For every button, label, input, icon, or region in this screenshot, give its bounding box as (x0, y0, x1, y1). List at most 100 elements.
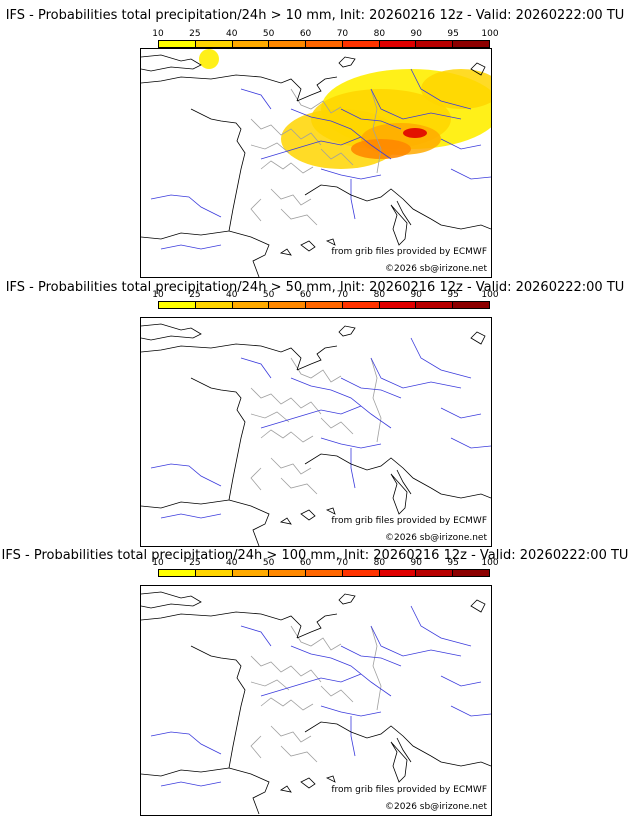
copyright-label: ©2026 sb@irizone.net (385, 264, 487, 274)
colorbar-swatch (306, 570, 343, 576)
colorbar-tick-label: 90 (410, 29, 422, 39)
river (240, 357, 272, 379)
coastline (296, 345, 338, 371)
admin-border (270, 188, 312, 206)
map-frame: from grib files provided by ECMWF ©2026 … (140, 317, 492, 547)
admin-border (260, 697, 314, 711)
colorbar-swatch (306, 302, 343, 308)
coastline (141, 54, 202, 72)
colorbar-tick-label: 70 (336, 290, 349, 300)
colorbar-tick-label: 60 (299, 558, 312, 568)
colorbar-swatch (269, 570, 307, 576)
admin-border (260, 160, 314, 174)
coastline (430, 218, 491, 230)
coastline (470, 599, 486, 613)
coastline (141, 323, 202, 341)
colorbar-tick-label: 90 (410, 558, 422, 568)
river (150, 463, 222, 487)
colorbar-swatch (269, 302, 307, 308)
river (290, 645, 392, 697)
admin-border (250, 198, 262, 222)
admin-border (250, 467, 262, 491)
colorbar-swatch (342, 41, 380, 47)
map-svg (141, 323, 491, 546)
colorbar-swatch (453, 570, 490, 576)
colorbar-strip (158, 40, 490, 48)
colorbar-swatch (379, 570, 417, 576)
coastline (304, 721, 432, 757)
colorbar: 10 25 40 50 60 70 80 90 95 100 (152, 290, 499, 309)
colorbar-tick-label: 25 (189, 29, 201, 39)
coastline (296, 76, 338, 102)
coastline (228, 499, 270, 546)
coastline (228, 767, 270, 815)
colorbar-tick-label: 50 (262, 558, 275, 568)
river (450, 437, 491, 449)
panel-title: IFS - Probabilities total precipitation/… (5, 8, 625, 23)
colorbar-swatch (416, 302, 454, 308)
river (240, 88, 272, 110)
coastline (304, 184, 432, 220)
coastline (338, 56, 356, 68)
coastline (470, 62, 486, 76)
colorbar-swatch (195, 41, 233, 47)
map-panel-50mm: IFS - Probabilities total precipitation/… (0, 280, 630, 556)
map-panel-100mm: IFS - Probabilities total precipitation/… (0, 548, 630, 824)
precip-probability-area (421, 69, 491, 109)
coastline (300, 777, 316, 789)
coastline (430, 487, 491, 499)
coastline (396, 737, 412, 763)
colorbar-swatch (416, 570, 454, 576)
coastline (396, 200, 412, 226)
river (260, 136, 362, 160)
colorbar-tick-label: 60 (299, 29, 312, 39)
river (290, 108, 392, 160)
colorbar-tick-label: 40 (226, 290, 238, 300)
colorbar-tick-label: 95 (447, 290, 459, 300)
colorbar-tick-label: 95 (447, 29, 459, 39)
coastline (141, 343, 302, 371)
river (160, 513, 222, 519)
map-svg (141, 49, 491, 277)
coastline (338, 325, 356, 337)
colorbar-tick-label: 10 (152, 29, 164, 39)
river (320, 168, 382, 180)
colorbar-swatch (159, 570, 196, 576)
coastline (228, 230, 270, 277)
colorbar-swatch (306, 41, 343, 47)
coastline (141, 230, 230, 240)
coastline (141, 74, 302, 102)
river (410, 68, 472, 110)
source-label: from grib files provided by ECMWF (331, 785, 487, 795)
colorbar-tick-label: 70 (336, 29, 349, 39)
coastline (304, 453, 432, 489)
river (260, 405, 362, 429)
coastline (190, 645, 246, 769)
colorbar-tick-label: 25 (189, 290, 201, 300)
admin-border (320, 417, 354, 435)
river (240, 625, 272, 647)
colorbar-swatch (159, 302, 196, 308)
map-frame: from grib files provided by ECMWF ©2026 … (140, 585, 492, 816)
panel-title: IFS - Probabilities total precipitation/… (1, 548, 629, 563)
coastline (190, 108, 246, 232)
colorbar-tick-label: 95 (447, 558, 459, 568)
admin-border (290, 88, 342, 114)
river (370, 625, 462, 657)
colorbar-swatch (453, 41, 490, 47)
coastline (296, 613, 338, 639)
colorbar-ticks: 10 25 40 50 60 70 80 90 95 100 (152, 558, 498, 569)
coastline (300, 509, 316, 521)
coastline (300, 240, 316, 252)
colorbar-tick-label: 100 (481, 29, 499, 39)
admin-border (250, 411, 290, 423)
colorbar-tick-label: 10 (152, 290, 164, 300)
precip-probability-area (199, 49, 219, 69)
colorbar-tick-label: 100 (481, 290, 499, 300)
admin-border (250, 387, 322, 415)
river (320, 437, 382, 449)
colorbar-ticks: 10 25 40 50 60 70 80 90 95 100 (152, 29, 498, 40)
precip-probability-area (403, 128, 427, 138)
colorbar-strip (158, 569, 490, 577)
admin-border (260, 429, 314, 443)
